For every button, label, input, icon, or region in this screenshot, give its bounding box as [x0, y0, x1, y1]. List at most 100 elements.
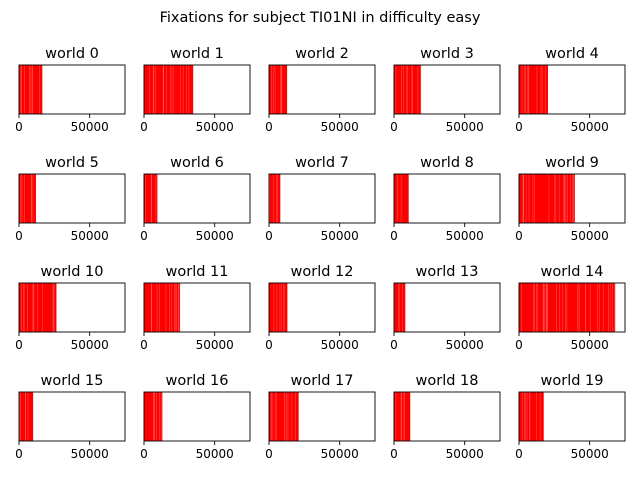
- subplot-frame: [268, 282, 376, 333]
- fixation-block: [269, 392, 299, 441]
- fixation-block: [394, 174, 409, 223]
- subplot-title: world 3: [420, 46, 474, 62]
- x-tick-label: 50000: [446, 120, 484, 134]
- subplot-title: world 13: [416, 264, 479, 280]
- x-tick-label: 0: [140, 120, 148, 134]
- subplot-title: world 5: [45, 155, 99, 171]
- x-tick-label: 50000: [571, 120, 609, 134]
- subplot-panel: world 13 0 50000: [390, 264, 501, 352]
- subplot-frame: [393, 173, 501, 224]
- subplot-title: world 8: [420, 155, 474, 171]
- x-tick-label: 0: [515, 447, 523, 461]
- subplot-panel: world 12 0 50000: [265, 264, 376, 352]
- x-tick-label: 0: [15, 338, 23, 352]
- subplot-title: world 12: [291, 264, 354, 280]
- x-tick-label: 0: [265, 120, 273, 134]
- x-tick-label: 50000: [321, 338, 359, 352]
- x-tick-label: 50000: [196, 120, 234, 134]
- subplot-frame: [518, 64, 626, 115]
- subplot-title: world 18: [416, 373, 479, 389]
- subplot-frame: [268, 64, 376, 115]
- x-tick-label: 0: [15, 120, 23, 134]
- subplot-panel: world 6 0 50000: [140, 155, 251, 243]
- subplot-panel: world 19 0 50000: [515, 373, 626, 461]
- subplot-title: world 6: [170, 155, 224, 171]
- subplot-title: world 15: [41, 373, 104, 389]
- fixation-block: [269, 65, 288, 114]
- subplot-frame: [268, 391, 376, 442]
- subplot-frame: [18, 282, 126, 333]
- subplot-frame: [18, 391, 126, 442]
- subplot-title: world 17: [291, 373, 354, 389]
- x-tick-label: 0: [515, 229, 523, 243]
- subplot-frame: [18, 64, 126, 115]
- subplot-panel: world 16 0 50000: [140, 373, 251, 461]
- x-tick-label: 50000: [571, 229, 609, 243]
- x-tick-label: 50000: [71, 229, 109, 243]
- subplot-panel: world 3 0 50000: [390, 46, 501, 134]
- subplot-title: world 1: [170, 46, 224, 62]
- subplot-frame: [18, 173, 126, 224]
- subplot-frame: [143, 391, 251, 442]
- fixation-block: [519, 174, 575, 223]
- x-tick-label: 50000: [196, 447, 234, 461]
- subplot-title: world 16: [166, 373, 229, 389]
- x-tick-label: 50000: [321, 120, 359, 134]
- x-tick-label: 50000: [571, 338, 609, 352]
- x-tick-label: 50000: [321, 447, 359, 461]
- subplot-title: world 0: [45, 46, 99, 62]
- subplot-title: world 7: [295, 155, 349, 171]
- x-tick-label: 0: [390, 229, 398, 243]
- subplot-panel: world 9 0 50000: [515, 155, 626, 243]
- subplot-panel: world 10 0 50000: [15, 264, 126, 352]
- fixation-block: [269, 283, 288, 332]
- subplot-frame: [268, 173, 376, 224]
- subplot-panel: world 17 0 50000: [265, 373, 376, 461]
- x-tick-label: 0: [515, 338, 523, 352]
- fixation-block: [144, 65, 194, 114]
- fixation-block: [519, 392, 544, 441]
- subplot-title: world 2: [295, 46, 349, 62]
- subplot-title: world 9: [545, 155, 599, 171]
- subplot-panel: world 0 0 50000: [15, 46, 126, 134]
- x-tick-label: 0: [390, 338, 398, 352]
- subplot-panel: world 7 0 50000: [265, 155, 376, 243]
- x-tick-label: 50000: [196, 229, 234, 243]
- x-tick-label: 0: [15, 447, 23, 461]
- x-tick-label: 0: [515, 120, 523, 134]
- x-tick-label: 50000: [446, 447, 484, 461]
- x-tick-label: 50000: [446, 338, 484, 352]
- x-tick-label: 50000: [446, 229, 484, 243]
- fixation-block: [519, 65, 548, 114]
- fixation-block: [19, 174, 36, 223]
- x-tick-label: 50000: [71, 338, 109, 352]
- subplot-frame: [518, 173, 626, 224]
- subplot-frame: [393, 64, 501, 115]
- subplot-title: world 4: [545, 46, 599, 62]
- x-tick-label: 50000: [571, 447, 609, 461]
- figure-title: Fixations for subject TI01NI in difficul…: [160, 10, 481, 26]
- x-tick-label: 0: [265, 229, 273, 243]
- subplot-frame: [393, 282, 501, 333]
- fixation-block: [144, 392, 163, 441]
- x-tick-label: 50000: [321, 229, 359, 243]
- subplot-panel: world 11 0 50000: [140, 264, 251, 352]
- subplot-frame: [143, 282, 251, 333]
- subplot-panel: world 2 0 50000: [265, 46, 376, 134]
- x-tick-label: 50000: [71, 447, 109, 461]
- fixation-block: [394, 392, 411, 441]
- subplot-panel: world 8 0 50000: [390, 155, 501, 243]
- subplot-frame: [143, 64, 251, 115]
- fixation-block: [144, 283, 181, 332]
- x-tick-label: 0: [265, 338, 273, 352]
- subplot-title: world 19: [541, 373, 604, 389]
- fixation-block: [19, 392, 34, 441]
- x-tick-label: 0: [390, 447, 398, 461]
- x-tick-label: 50000: [71, 120, 109, 134]
- fixation-block: [394, 283, 406, 332]
- x-tick-label: 50000: [196, 338, 234, 352]
- subplot-panel: world 15 0 50000: [15, 373, 126, 461]
- x-tick-label: 0: [140, 338, 148, 352]
